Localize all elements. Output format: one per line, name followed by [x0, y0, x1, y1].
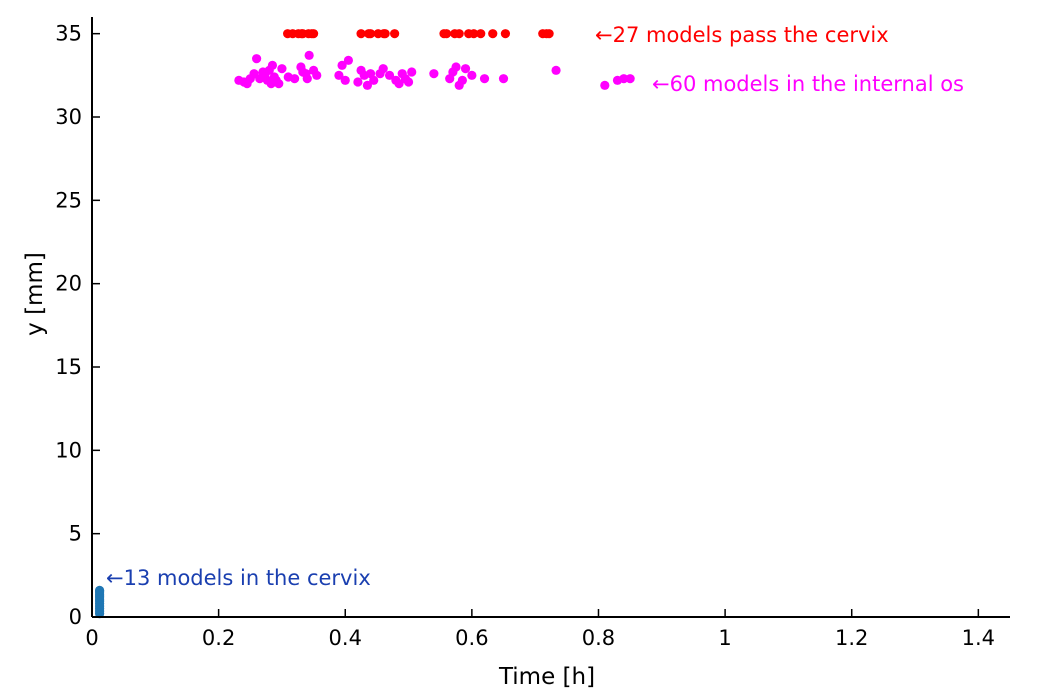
x-tick-label: 0	[85, 626, 98, 650]
pass-cervix-point	[364, 29, 374, 39]
y-tick-label: 35	[55, 22, 82, 46]
internal-os-point	[378, 64, 388, 74]
internal-os-point	[467, 70, 477, 80]
internal-os-point	[362, 80, 372, 90]
internal-os-point	[304, 50, 314, 60]
internal-os-point	[353, 77, 363, 87]
internal-os-point	[394, 79, 404, 89]
x-axis-title: Time [h]	[498, 664, 595, 690]
internal-os-point	[277, 64, 287, 74]
internal-os-point	[340, 75, 350, 85]
y-tick-label: 30	[55, 105, 82, 129]
internal-os-point	[267, 60, 278, 70]
internal-os-point	[551, 65, 561, 75]
y-tick-label: 5	[69, 522, 82, 546]
points-layer	[94, 29, 635, 619]
internal-os-point	[274, 79, 284, 89]
annotation-pass-cervix: ←27 models pass the cervix	[595, 23, 889, 47]
y-axis-title: y [mm]	[22, 252, 48, 336]
internal-os-point	[625, 74, 635, 84]
y-tick-label: 20	[55, 272, 82, 296]
pass-cervix-point	[296, 29, 307, 39]
y-tick-label: 15	[55, 355, 82, 379]
ticks-layer: 0 0.2 0.4 0.6 0.8 1 1.2 1.4 0 5 10 15 20 25 30 35	[55, 22, 995, 650]
internal-os-point	[337, 60, 347, 70]
internal-os-point	[479, 74, 490, 84]
internal-os-point-group	[234, 50, 635, 90]
x-tick-label: 0.4	[329, 626, 362, 650]
y-tick-label: 10	[55, 438, 82, 462]
x-tick-label: 1.2	[835, 626, 868, 650]
internal-os-point	[302, 74, 312, 84]
pass-cervix-point	[307, 29, 317, 39]
pass-cervix-point-group	[283, 29, 554, 39]
x-tick-label: 0.8	[582, 626, 615, 650]
internal-os-point	[369, 75, 379, 85]
pass-cervix-point	[541, 29, 552, 39]
in-cervix-point	[94, 585, 105, 595]
internal-os-point	[312, 70, 322, 80]
y-tick-label: 0	[69, 605, 82, 629]
internal-os-point	[343, 55, 354, 65]
x-tick-label: 0.2	[202, 626, 235, 650]
internal-os-point	[451, 62, 461, 72]
pass-cervix-point	[390, 29, 400, 39]
internal-os-point	[460, 64, 471, 74]
internal-os-point	[334, 70, 344, 80]
y-tick-label: 25	[55, 188, 82, 212]
pass-cervix-point	[454, 29, 464, 39]
internal-os-point	[407, 67, 417, 77]
pass-cervix-point	[356, 29, 366, 39]
annotation-in-cervix: ←13 models in the cervix	[106, 566, 371, 590]
internal-os-point	[429, 69, 439, 79]
internal-os-point	[252, 54, 262, 64]
in-cervix-point-group	[94, 585, 105, 619]
internal-os-point	[457, 75, 467, 85]
pass-cervix-point	[441, 29, 452, 39]
internal-os-point	[289, 74, 300, 84]
pass-cervix-point	[379, 29, 389, 39]
x-tick-label: 0.6	[455, 626, 488, 650]
internal-os-point	[403, 77, 414, 87]
internal-os-point	[619, 74, 629, 84]
annotation-internal-os: ←60 models in the internal os	[652, 72, 964, 96]
pass-cervix-point	[476, 29, 486, 39]
pass-cervix-point	[500, 29, 511, 39]
internal-os-point	[384, 70, 395, 80]
x-tick-label: 1.4	[962, 626, 995, 650]
internal-os-point	[600, 80, 610, 90]
internal-os-point	[498, 74, 509, 84]
pass-cervix-point	[469, 29, 479, 39]
x-tick-label: 1	[718, 626, 731, 650]
pass-cervix-point	[488, 29, 498, 39]
